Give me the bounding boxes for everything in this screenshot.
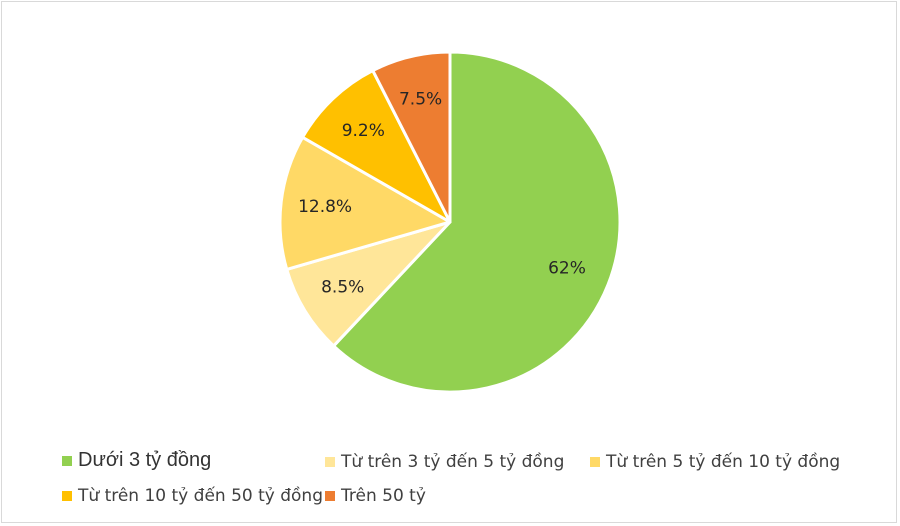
data-label-duoi-3-ty: 62% <box>548 258 586 278</box>
data-label-tren-50-ty: 7.5% <box>399 90 442 110</box>
pie-slice-tu-3-den-5-ty <box>285 220 452 348</box>
pie-slice-tren-50-ty <box>371 50 452 224</box>
legend-swatch <box>325 491 335 501</box>
legend-swatch <box>62 491 72 501</box>
legend-item-5-10-ty: Từ trên 5 tỷ đến 10 tỷ đồng <box>590 452 840 472</box>
legend-label: Trên 50 tỷ <box>341 486 426 506</box>
pie-slice-duoi-3-ty <box>332 50 622 394</box>
pie-data-labels: 62% 8.5% 12.8% 9.2% 7.5% <box>298 90 586 298</box>
legend-swatch <box>325 457 335 467</box>
pie-slices <box>278 50 622 394</box>
legend-item-duoi-3-ty: Dưới 3 tỷ đồng <box>62 449 211 472</box>
legend-item-10-50-ty: Từ trên 10 tỷ đến 50 tỷ đồng <box>62 486 323 506</box>
legend-label: Từ trên 10 tỷ đến 50 tỷ đồng <box>78 486 323 506</box>
legend-item-tren-50-ty: Trên 50 tỷ <box>325 486 426 506</box>
legend-label: Từ trên 3 tỷ đến 5 tỷ đồng <box>341 452 565 472</box>
legend-label: Dưới 3 tỷ đồng <box>78 449 212 471</box>
legend-item-3-5-ty: Từ trên 3 tỷ đến 5 tỷ đồng <box>325 452 564 472</box>
pie-slice-tu-5-den-10-ty <box>278 135 452 271</box>
pie-slice-tu-10-den-50-ty <box>301 69 452 224</box>
data-label-tu-10-den-50-ty: 9.2% <box>342 121 385 141</box>
legend-label: Từ trên 5 tỷ đến 10 tỷ đồng <box>606 452 841 472</box>
legend-swatch <box>590 457 600 467</box>
data-label-tu-5-den-10-ty: 12.8% <box>298 197 352 217</box>
data-label-tu-3-den-5-ty: 8.5% <box>321 278 364 298</box>
legend-swatch <box>62 455 72 466</box>
